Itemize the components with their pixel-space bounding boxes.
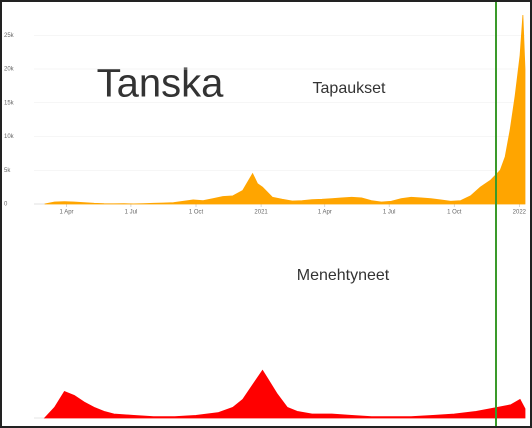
x-tick-label: 1 Apr (60, 210, 74, 216)
x-tick-label: 1 Oct (189, 210, 204, 216)
x-tick-label: 1 Jul (383, 210, 396, 216)
x-tick-label: 1 Jul (125, 210, 138, 216)
x-tick-label: 1 Oct (447, 210, 462, 216)
x-tick-label: 1 Apr (318, 210, 332, 216)
y-tick-label: 0 (4, 202, 8, 208)
x-tick-label: 2022 (513, 210, 527, 216)
subtitle: Tapaukset (313, 80, 386, 97)
title: Tanska (97, 62, 224, 106)
y-tick-label: 10k (4, 134, 15, 140)
x-tick-label: 2021 (254, 210, 268, 216)
subtitle: Menehtyneet (297, 267, 390, 284)
area (44, 14, 526, 205)
y-tick-label: 5k (4, 168, 11, 174)
y-tick-label: 25k (4, 33, 15, 39)
y-tick-label: 20k (4, 67, 15, 73)
area (43, 369, 526, 419)
y-tick-label: 15k (4, 100, 15, 106)
